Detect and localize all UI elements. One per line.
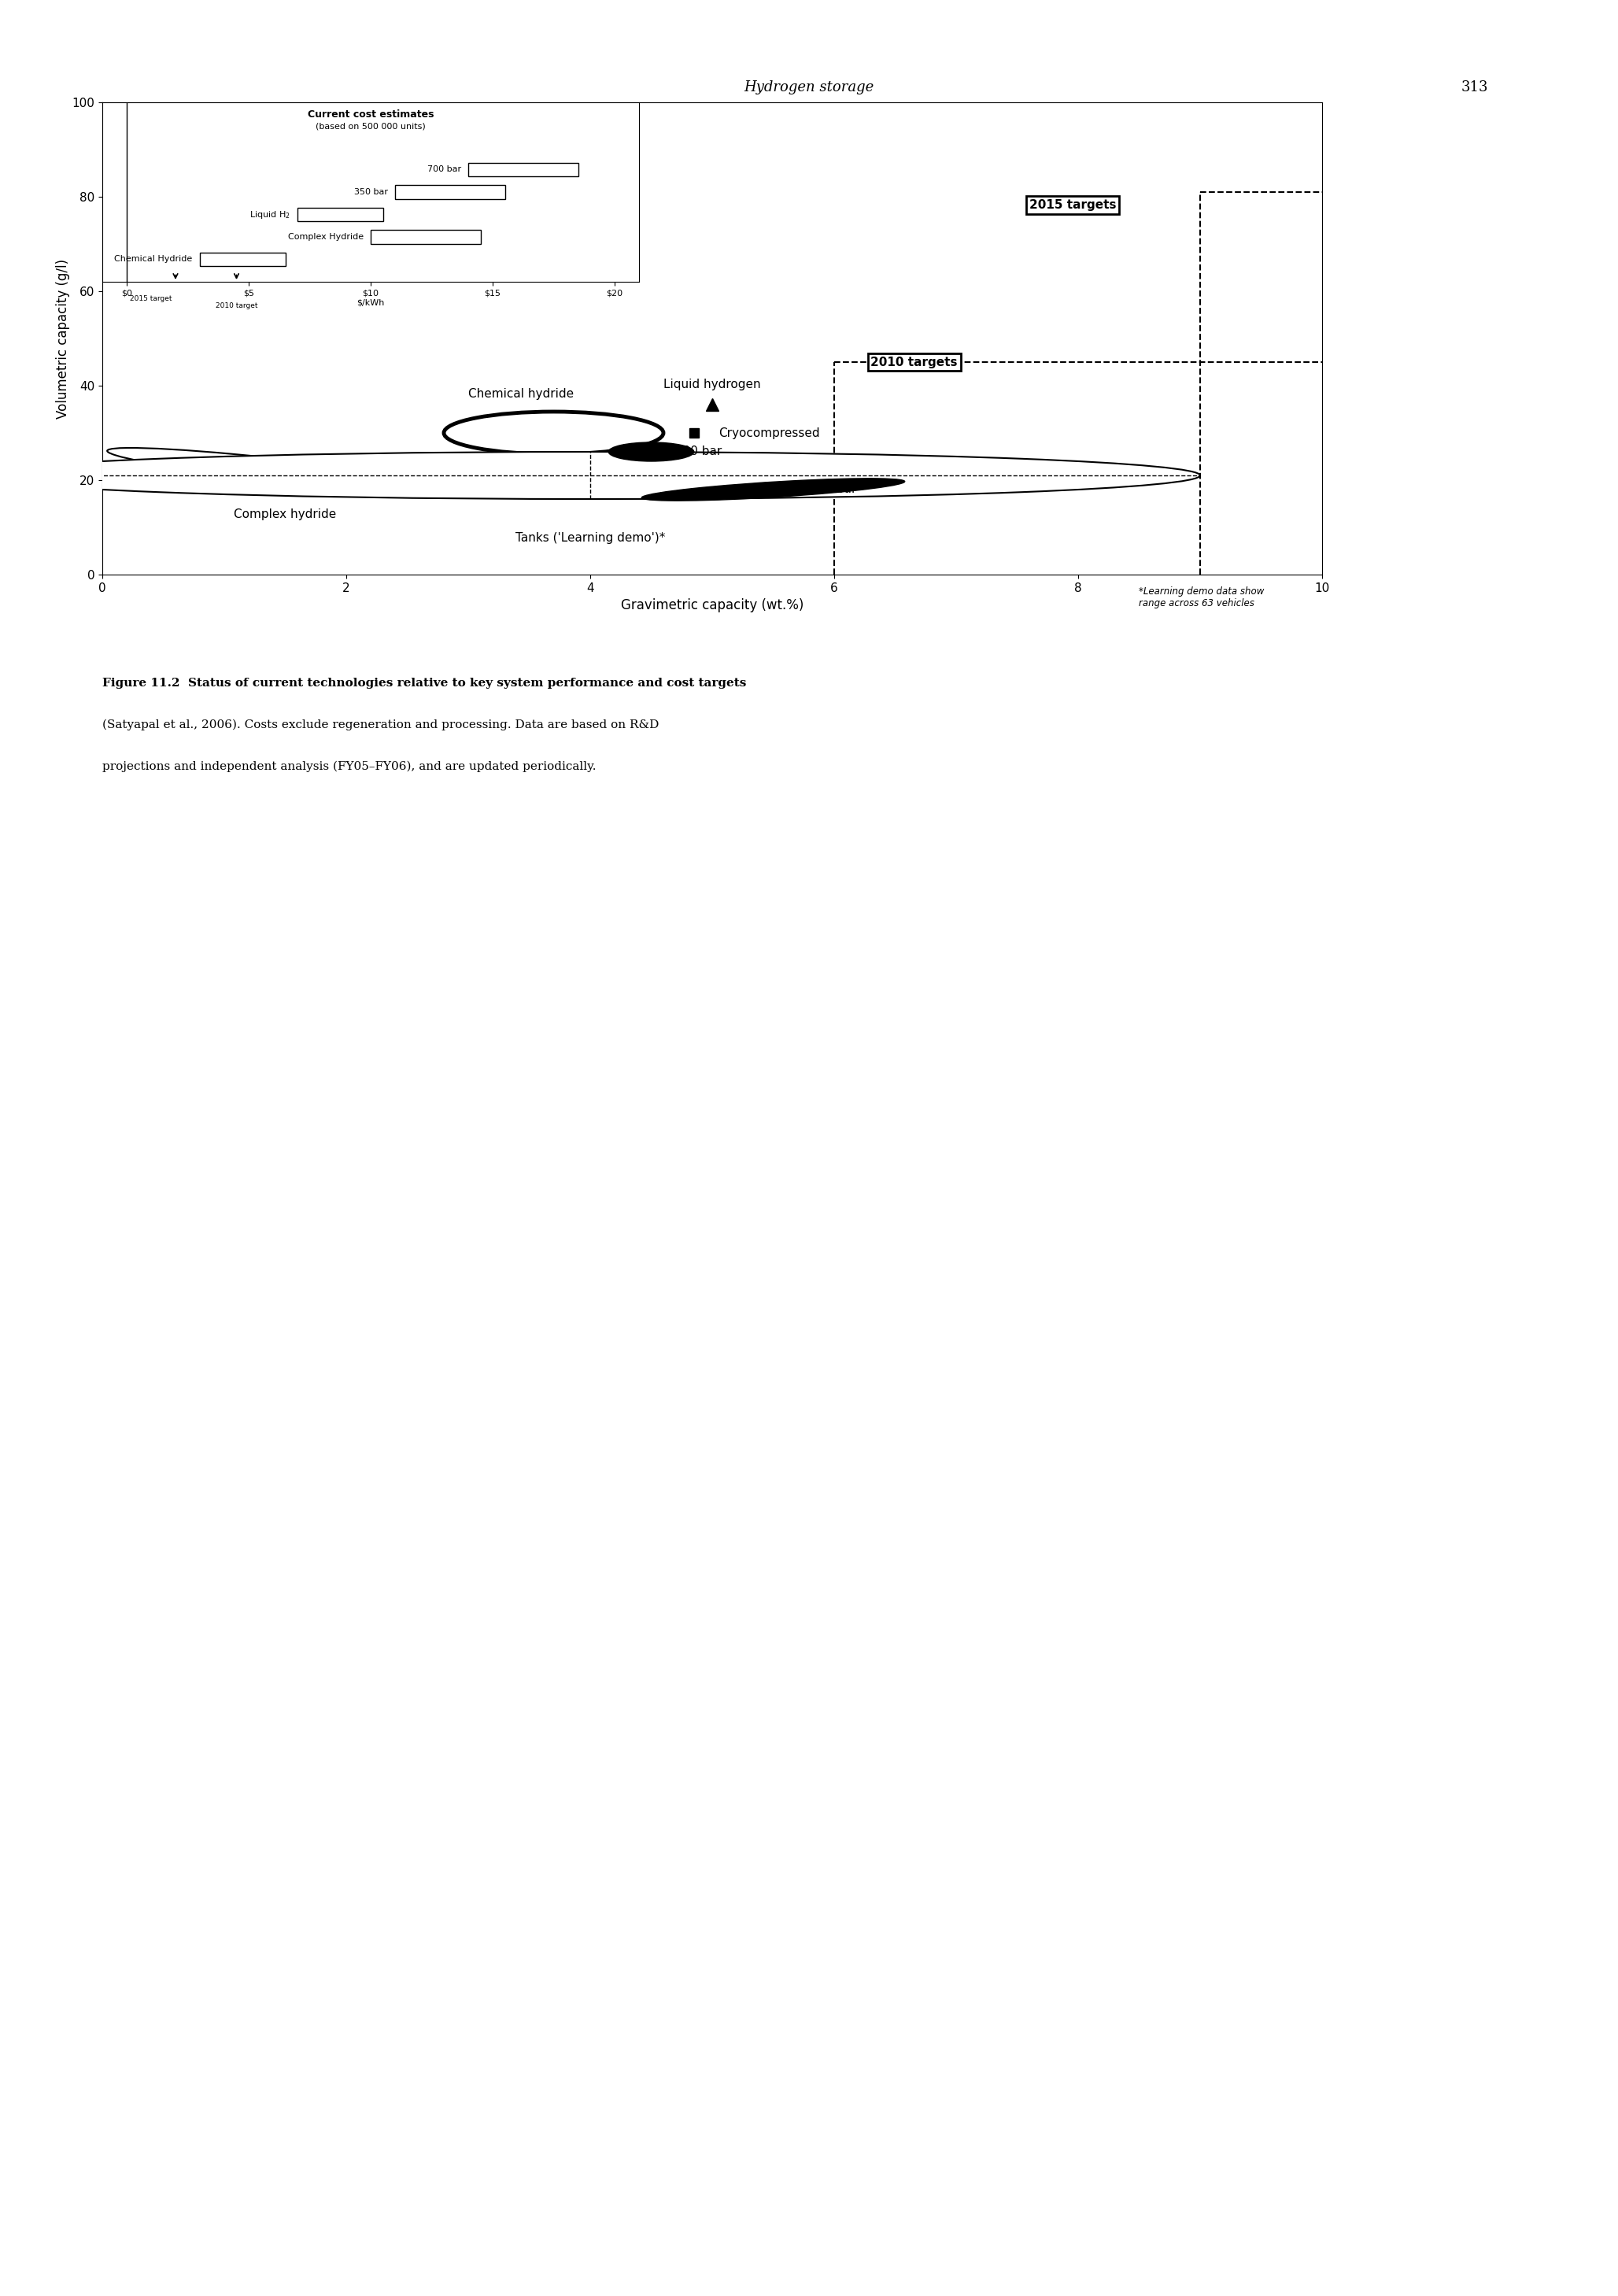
Text: 2010 target: 2010 target <box>215 303 257 310</box>
Text: Tanks ('Learning demo')*: Tanks ('Learning demo')* <box>515 533 665 544</box>
Ellipse shape <box>608 443 694 461</box>
X-axis label: $/kWh: $/kWh <box>356 298 385 305</box>
Bar <box>298 207 383 220</box>
Bar <box>371 230 481 243</box>
Y-axis label: Volumetric capacity (g/l): Volumetric capacity (g/l) <box>55 259 70 418</box>
Text: Chemical hydride: Chemical hydride <box>468 388 574 400</box>
Text: Complex Hydride: Complex Hydride <box>288 232 364 241</box>
Text: Liquid hydrogen: Liquid hydrogen <box>663 379 760 390</box>
Bar <box>201 253 285 266</box>
Text: projections and independent analysis (FY05–FY06), and are updated periodically.: projections and independent analysis (FY… <box>102 760 595 771</box>
Text: 350 bar: 350 bar <box>809 484 856 496</box>
Ellipse shape <box>642 478 904 501</box>
Text: 313: 313 <box>1461 80 1489 94</box>
Ellipse shape <box>443 411 663 455</box>
X-axis label: Gravimetric capacity (wt.%): Gravimetric capacity (wt.%) <box>621 599 804 613</box>
Text: Hydrogen storage: Hydrogen storage <box>744 80 874 94</box>
Text: Figure 11.2  Status of current technologies relative to key system performance a: Figure 11.2 Status of current technologi… <box>102 677 746 689</box>
Text: 2015 targets: 2015 targets <box>1029 200 1116 211</box>
Text: 2010 targets: 2010 targets <box>870 356 958 367</box>
Text: Chemical Hydride: Chemical Hydride <box>115 255 193 264</box>
Text: 700 bar: 700 bar <box>427 165 461 174</box>
Bar <box>468 163 578 177</box>
Text: 700 bar: 700 bar <box>676 445 722 457</box>
Text: Current cost estimates: Current cost estimates <box>307 108 434 119</box>
Text: 2015 target: 2015 target <box>129 296 172 303</box>
Bar <box>395 186 505 200</box>
Text: 350 bar: 350 bar <box>354 188 388 195</box>
Text: (based on 500 000 units): (based on 500 000 units) <box>316 122 426 131</box>
Text: Liquid H$_2$: Liquid H$_2$ <box>249 209 290 220</box>
Text: (Satyapal et al., 2006). Costs exclude regeneration and processing. Data are bas: (Satyapal et al., 2006). Costs exclude r… <box>102 719 659 730</box>
Text: *Learning demo data show
range across 63 vehicles: *Learning demo data show range across 63… <box>1139 585 1265 608</box>
Text: Complex hydride: Complex hydride <box>235 507 337 521</box>
Ellipse shape <box>107 448 463 494</box>
Circle shape <box>0 452 1201 498</box>
Text: Cryocompressed: Cryocompressed <box>718 427 820 439</box>
